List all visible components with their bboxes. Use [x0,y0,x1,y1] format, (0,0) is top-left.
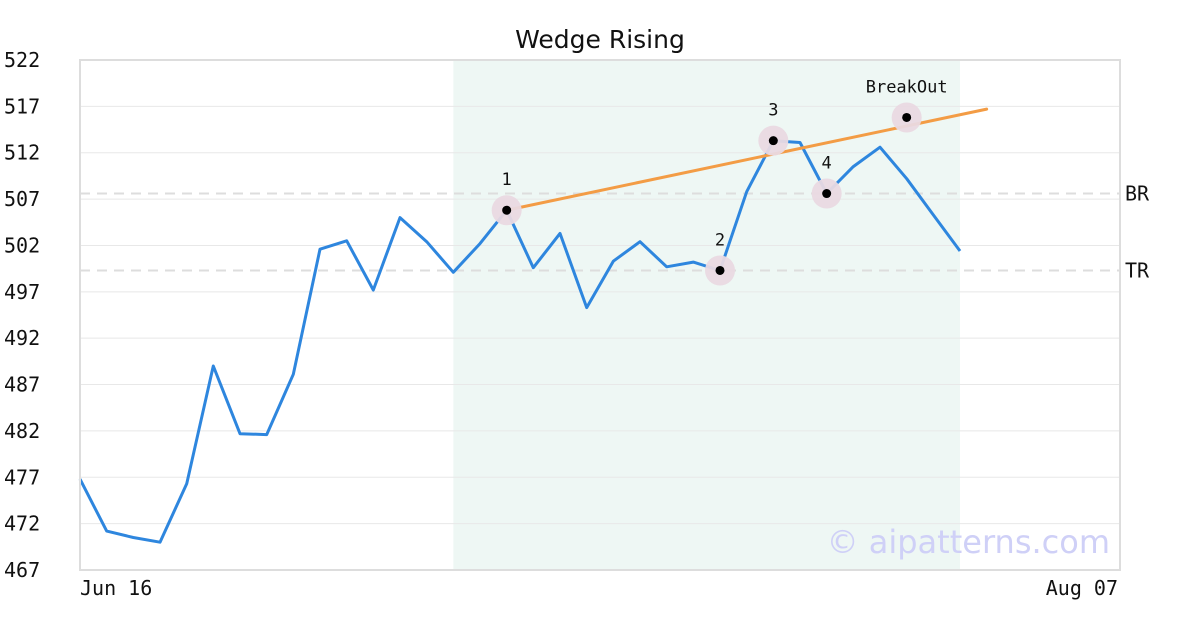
marker-point [902,112,912,122]
x-tick-label: Aug 07 [1046,576,1118,600]
marker-label: 3 [768,101,778,121]
reference-label-br: BR [1125,182,1150,206]
reference-lines: BR TR [80,182,1150,282]
y-tick-label: 492 [4,326,40,350]
series-layer [78,139,962,544]
y-tick-label: 497 [4,280,40,304]
marker-label: 4 [822,154,832,174]
marker-label: BreakOut [866,77,948,97]
y-tick-label: 482 [4,419,40,443]
y-tick-label: 467 [4,558,40,582]
x-axis-ticks: Jun 16 Aug 07 [80,576,1118,600]
plot-frame [79,59,1121,571]
marker-label: 2 [715,230,725,250]
watermark: © aipatterns.com [827,523,1110,561]
y-tick-label: 487 [4,373,40,397]
y-tick-label: 517 [4,94,40,118]
x-tick-label: Jun 16 [80,576,152,600]
y-tick-label: 507 [4,187,40,211]
marker-point [502,205,512,215]
markers-layer: 1 2 3 4 BreakOut [491,77,948,286]
marker-point [768,136,778,146]
reference-label-tr: TR [1125,258,1150,282]
marker-label: 1 [502,170,512,190]
y-tick-label: 502 [4,233,40,257]
pattern-highlight-region [453,60,960,570]
y-axis-ticks: 522 517 512 507 502 497 492 487 482 477 472 467 [4,48,40,582]
y-tick-label: 522 [4,48,40,72]
chart-title: Wedge Rising [515,25,685,54]
y-tick-label: 477 [4,465,40,489]
y-tick-label: 512 [4,141,40,165]
y-tick-label: 472 [4,512,40,536]
marker-point [715,265,725,275]
marker-point [822,189,832,199]
price-series-line [78,139,962,544]
